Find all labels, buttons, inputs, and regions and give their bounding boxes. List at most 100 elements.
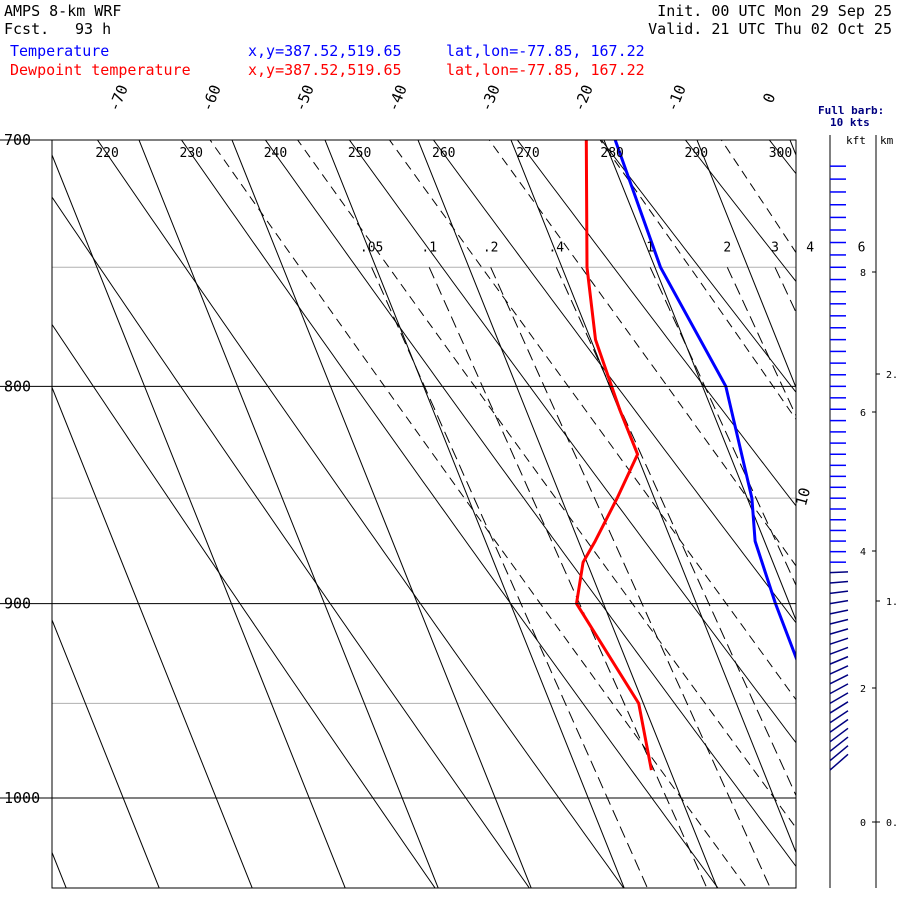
isotherm (696, 140, 796, 389)
wind-barb (829, 628, 849, 635)
wind-barb (829, 745, 849, 762)
mixing-ratio-line (490, 267, 771, 888)
km-label: km (880, 134, 894, 147)
isotherm (52, 851, 67, 888)
forecast-label: Fcst. (4, 20, 50, 38)
wind-barb (829, 655, 849, 665)
mixing-ratio-label: .2 (483, 240, 499, 255)
isotherm (417, 140, 718, 888)
theta-label: 240 (264, 146, 287, 161)
wind-barb (829, 590, 849, 595)
dry-adiabat (348, 140, 796, 744)
dewpoint-latlon: lat,lon=-77.85, 167.22 (446, 61, 645, 79)
wind-barb (829, 609, 849, 615)
mixing-ratio-line (555, 267, 796, 797)
mixing-ratio-label: 2 (723, 240, 731, 255)
wind-barb (829, 683, 849, 695)
temperature-tick-label: 0 (759, 91, 779, 106)
wind-barb (829, 736, 849, 752)
barb-key-value: 10 kts (830, 116, 870, 129)
kft-tick-label: 0 (860, 818, 866, 829)
isotherm (52, 386, 253, 888)
mixing-ratio-label: .05 (360, 240, 383, 255)
dry-adiabat (845, 130, 900, 898)
wind-barb (829, 727, 849, 743)
dewpoint-xy: x,y=387.52,519.65 (248, 61, 402, 79)
temperature-latlon: lat,lon=-77.85, 167.22 (446, 42, 645, 60)
temperature-tick-label: -10 (663, 82, 690, 114)
kft-tick-label: 2 (860, 684, 866, 695)
isotherm (324, 140, 625, 888)
valid-time: Valid. 21 UTC Thu 02 Oct 25 (648, 20, 892, 38)
wind-barb (829, 599, 849, 605)
theta-label: 230 (180, 146, 203, 161)
wind-barb (829, 710, 849, 724)
moist-adiabat (599, 140, 796, 421)
wind-barb-column: 0 2 4 6 8 0. 1. 2. (829, 135, 898, 888)
mixing-ratio-label: .4 (548, 240, 564, 255)
diagram-grid (52, 120, 900, 900)
moist-adiabat (388, 140, 796, 701)
km-tick-label: 1. (886, 597, 898, 608)
dry-adiabat (516, 140, 796, 507)
temperature-legend: Temperature (10, 42, 110, 60)
mixing-ratio-line (862, 267, 900, 897)
temperature-tick-label: -40 (384, 82, 411, 114)
moist-adiabat (297, 140, 796, 829)
isotherm (52, 618, 160, 888)
isotherm (789, 140, 796, 157)
wind-barb (829, 665, 849, 675)
mixing-ratio-label: 3 (771, 240, 779, 255)
theta-label: 220 (95, 146, 118, 161)
kft-tick-label: 6 (860, 408, 866, 419)
mixing-ratio-line (428, 267, 708, 888)
isotherm (875, 120, 900, 900)
moist-adiabat-label: 10 (792, 486, 814, 508)
theta-label: 260 (432, 146, 455, 161)
isotherm (138, 140, 439, 888)
temperature-profile (613, 140, 796, 662)
temperature-xy: x,y=387.52,519.65 (248, 42, 402, 60)
profile-lines (575, 140, 796, 771)
wind-barb (829, 718, 849, 733)
theta-label: 280 (600, 146, 623, 161)
wind-barb (829, 618, 849, 625)
temperature-tick-label: -30 (477, 82, 504, 114)
mixing-ratio-line (649, 267, 796, 587)
model-title: AMPS 8-km WRF (4, 2, 122, 20)
theta-label: 250 (348, 146, 371, 161)
dry-adiabat (600, 140, 796, 394)
wind-barb (829, 753, 849, 771)
forecast-hour: 93 h (75, 20, 112, 38)
km-tick-label: 2. (886, 370, 898, 381)
barb-key-title: Full barb: (818, 104, 885, 117)
moist-adiabat (488, 140, 796, 567)
wind-barb (829, 637, 849, 645)
isotherm (510, 140, 796, 854)
km-tick-label: 0. (886, 818, 898, 829)
mixing-ratio-label: 1 (646, 240, 654, 255)
mixing-ratio-line (810, 267, 900, 897)
dry-adiabat (52, 196, 530, 888)
theta-label: 300 (769, 146, 792, 161)
mixing-ratio-line (726, 267, 796, 417)
mixing-ratio-label: 6 (858, 240, 866, 255)
temperature-tick-label: -50 (291, 82, 318, 114)
wind-barb (829, 646, 849, 655)
dry-adiabat (432, 140, 796, 624)
temperature-tick-label: -60 (198, 82, 225, 114)
mixing-ratio-label: 4 (806, 240, 814, 255)
moist-adiabat (843, 138, 900, 898)
dry-adiabat (180, 140, 719, 888)
mixing-ratio-line (371, 267, 648, 888)
kft-label: kft (846, 134, 866, 147)
isotherm (603, 140, 796, 622)
theta-label: 290 (685, 146, 708, 161)
wind-barb (829, 674, 849, 685)
moist-adiabat (209, 140, 748, 888)
dry-adiabat (768, 140, 796, 175)
wind-barb (829, 580, 849, 584)
isotherm (52, 153, 346, 888)
